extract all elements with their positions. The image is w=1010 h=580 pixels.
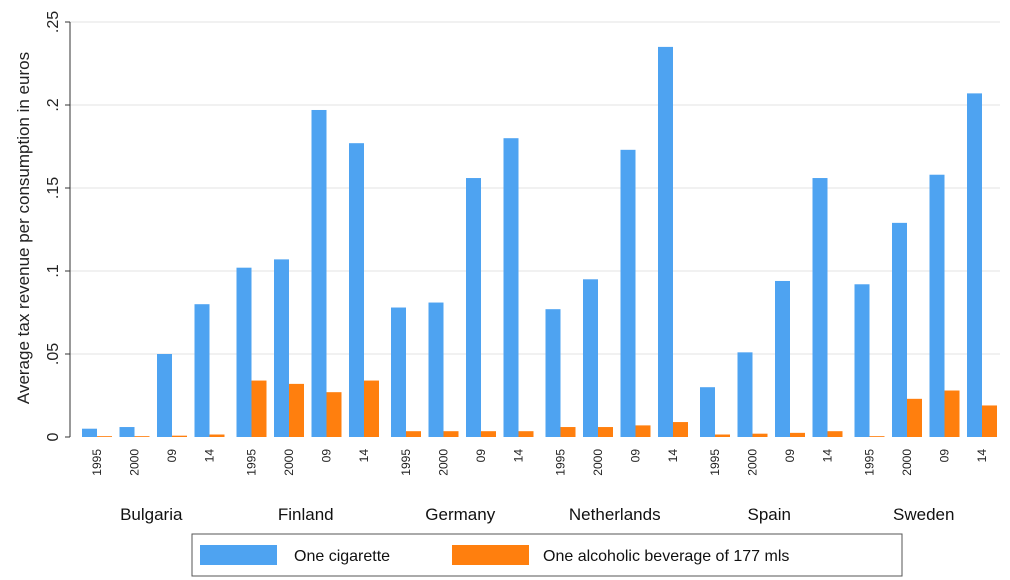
bar-alcohol [134, 436, 150, 437]
bar-alcohol [364, 380, 379, 437]
bar-alcohol [598, 427, 613, 437]
x-tick-label: 1995 [90, 449, 104, 476]
bar-alcohol [406, 431, 421, 437]
y-axis-title: Average tax revenue per consumption in e… [14, 52, 33, 404]
bar-alcohol [907, 398, 922, 437]
bar-alcohol [982, 405, 997, 437]
bars [82, 46, 997, 438]
x-tick-label: 09 [320, 449, 334, 463]
y-tick-label: .25 [45, 11, 62, 33]
x-tick-label: 09 [474, 449, 488, 463]
bar-alcohol [97, 436, 112, 437]
group-label: Bulgaria [120, 505, 183, 524]
bar-cigarette [812, 178, 828, 438]
bar-alcohol [326, 392, 342, 437]
bar-alcohol [289, 383, 304, 437]
x-tick-label: 1995 [554, 449, 568, 476]
bar-alcohol [481, 431, 496, 437]
bar-cigarette [545, 309, 561, 437]
x-tick-label: 09 [938, 449, 952, 463]
bar-cigarette [391, 307, 406, 437]
y-tick-label: .2 [45, 98, 62, 111]
x-tick-label: 14 [821, 449, 835, 463]
bar-alcohol [869, 436, 885, 437]
group-labels: Bulgaria Finland Germany Netherlands Spain Sw… [120, 505, 954, 524]
bar-cigarette [503, 138, 519, 437]
y-axis-ticks: 0 .05 .1 .15 .2 .25 [45, 11, 71, 441]
bar-cigarette [466, 178, 481, 438]
x-tick-label: 09 [629, 449, 643, 463]
x-tick-label: 2000 [282, 449, 296, 476]
bar-cigarette [854, 284, 870, 437]
x-tick-label: 2000 [900, 449, 914, 476]
bar-cigarette [349, 143, 364, 437]
bar-cigarette [428, 302, 444, 437]
x-tick-label: 2000 [746, 449, 760, 476]
bar-alcohol [673, 422, 688, 437]
bar-alcohol [518, 431, 534, 437]
group-label: Germany [425, 505, 495, 524]
group-label: Spain [748, 505, 791, 524]
y-tick-label: 0 [45, 432, 62, 441]
bar-alcohol [944, 390, 960, 437]
group-label: Finland [278, 505, 334, 524]
x-tick-label: 2000 [128, 449, 142, 476]
x-tick-label: 14 [203, 449, 217, 463]
x-tick-label: 1995 [245, 449, 259, 476]
legend-swatch-alcohol [452, 545, 529, 565]
x-tick-label: 1995 [863, 449, 877, 476]
group-label: Sweden [893, 505, 954, 524]
x-tick-label: 14 [512, 449, 526, 463]
bar-cigarette [119, 427, 135, 437]
x-tick-label: 14 [357, 449, 371, 463]
bar-cigarette [274, 259, 289, 437]
bar-cigarette [892, 222, 907, 437]
x-tick-label: 2000 [591, 449, 605, 476]
bar-cigarette [236, 267, 252, 437]
bar-cigarette [194, 304, 210, 437]
bar-alcohol [752, 433, 768, 437]
bar-cigarette [82, 428, 97, 437]
bar-cigarette [775, 280, 790, 437]
bar-cigarette [311, 109, 327, 437]
x-tick-label: 2000 [437, 449, 451, 476]
legend-swatch-cigarette [200, 545, 277, 565]
bar-alcohol [443, 431, 459, 437]
gridlines [70, 21, 1000, 355]
bar-alcohol [172, 435, 187, 437]
bar-alcohol [251, 380, 267, 437]
legend-label-cigarette: One cigarette [294, 548, 390, 565]
x-tick-label: 09 [165, 449, 179, 463]
y-tick-label: .05 [45, 343, 62, 365]
group-label: Netherlands [569, 505, 661, 524]
x-tick-label: 1995 [708, 449, 722, 476]
legend: One cigarette One alcoholic beverage of … [191, 533, 903, 577]
bar-cigarette [658, 46, 673, 438]
bar-cigarette [620, 149, 636, 437]
bar-alcohol [560, 427, 576, 437]
bar-cigarette [700, 387, 715, 437]
x-tick-label: 14 [975, 449, 989, 463]
bar-alcohol [827, 431, 843, 437]
bar-cigarette [967, 93, 982, 437]
bar-cigarette [583, 279, 598, 437]
x-tick-label: 14 [666, 449, 680, 463]
bar-alcohol [209, 434, 225, 437]
bar-alcohol [790, 432, 805, 437]
x-tick-label: 09 [783, 449, 797, 463]
x-tick-label: 1995 [399, 449, 413, 476]
legend-label-alcohol: One alcoholic beverage of 177 mls [543, 548, 789, 565]
y-tick-label: .1 [45, 264, 62, 277]
x-axis-ticks: 1995 2000 09 14 1995 2000 09 14 1995 2000 09 14 1995… [90, 449, 989, 476]
bar-cigarette [929, 174, 945, 437]
y-tick-label: .15 [45, 177, 62, 199]
bar-alcohol [715, 434, 730, 437]
bar-cigarette [737, 352, 753, 437]
bar-alcohol [635, 425, 651, 437]
bar-cigarette [157, 354, 172, 437]
